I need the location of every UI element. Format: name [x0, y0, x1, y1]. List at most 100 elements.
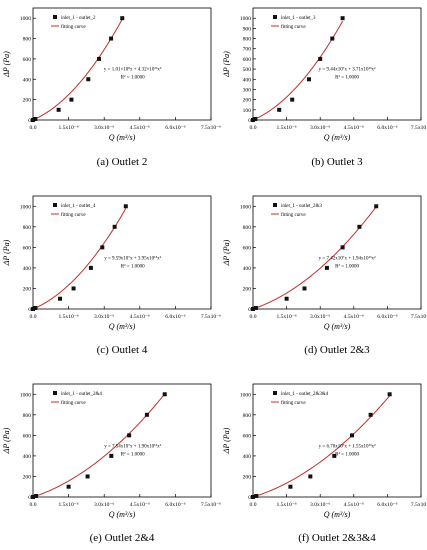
chart-panel-6: 0 200 400 600 800 1000 0.0 1.5x10⁻⁶ 3.0x10⁻⁶ 4.5x… [222, 383, 427, 544]
legend-label-curve: fitting curve [61, 213, 86, 218]
legend-marker [53, 391, 57, 395]
data-point [284, 296, 289, 301]
x-axis-label: Q (m³/s) [324, 322, 351, 331]
y-tick-label: 1000 [20, 392, 31, 398]
fit-r-squared: R² = 1.0000 [121, 451, 145, 457]
data-point [251, 495, 255, 499]
data-point [340, 16, 345, 21]
data-point [109, 453, 114, 458]
chart-panel-2: 0 100 200 300 400 500 600 700 800 900 1000 0.0 1.5x1… [222, 7, 427, 168]
legend-marker [53, 203, 57, 207]
data-point [31, 118, 35, 122]
plot-frame [32, 7, 212, 121]
data-point [308, 474, 313, 479]
x-tick-label: 0.0 [30, 125, 37, 131]
y-tick-label: 100 [243, 108, 252, 114]
fitting-curve-line [32, 393, 166, 498]
y-tick-label: 1000 [240, 392, 251, 398]
data-point [31, 495, 35, 499]
data-point [251, 118, 255, 122]
fit-r-squared: R² = 1.0000 [335, 451, 359, 457]
y-axis-label: ΔP (Pa) [222, 51, 231, 78]
legend-marker [53, 15, 57, 19]
legend-label-curve: fitting curve [281, 25, 306, 30]
x-tick-label: 3.0x10⁻⁶ [94, 314, 114, 320]
data-point [123, 204, 128, 209]
y-tick-label: 0 [248, 118, 251, 124]
x-tick-label: 6.0x10⁻⁶ [165, 502, 185, 508]
plot-frame [252, 7, 422, 121]
panel-caption: (a) Outlet 2 [97, 156, 148, 168]
data-point [86, 77, 91, 82]
x-tick-label: 1.5x10⁻⁶ [276, 502, 296, 508]
y-tick-label: 300 [243, 87, 252, 93]
y-tick-label: 1000 [240, 204, 251, 210]
panel-caption: (c) Outlet 4 [97, 344, 148, 356]
x-tick-label: 0.0 [250, 125, 257, 131]
data-point [120, 16, 125, 21]
y-tick-label: 0 [28, 307, 31, 313]
x-tick-label: 6.0x10⁻⁶ [377, 314, 397, 320]
y-axis-label: ΔP (Pa) [222, 239, 231, 266]
x-tick-label: 4.5x10⁻⁶ [344, 125, 364, 131]
data-point [288, 484, 293, 489]
legend-label-curve: fitting curve [61, 25, 86, 30]
plot-frame [252, 195, 422, 310]
data-point [374, 204, 379, 209]
y-tick-label: 0 [248, 495, 251, 501]
legend-label-curve: fitting curve [61, 401, 86, 406]
x-tick-label: 0.0 [30, 314, 37, 320]
data-point [88, 265, 93, 270]
legend-label-points: inlet_1 - outlet_2&3 [281, 204, 322, 209]
legend-label-points: inlet_1 - outlet_3 [281, 16, 316, 21]
y-tick-label: 1000 [240, 16, 251, 22]
y-tick-label: 400 [243, 266, 252, 272]
y-tick-label: 600 [23, 245, 32, 251]
data-point [109, 36, 114, 41]
x-tick-label: 4.5x10⁻⁶ [130, 502, 150, 508]
chart-panel-4: 0 200 400 600 800 1000 0.0 1.5x10⁻⁶ 3.0x10⁻⁶ 4.5x… [222, 195, 427, 356]
x-tick-label: 0.0 [30, 502, 37, 508]
x-tick-label: 3.0x10⁻⁶ [310, 502, 330, 508]
fitting-curve-line [32, 208, 127, 310]
x-tick-label: 7.5x10⁻⁶ [411, 314, 427, 320]
data-point [85, 474, 90, 479]
y-tick-label: 600 [23, 433, 32, 439]
data-point [127, 433, 132, 438]
y-tick-label: 400 [243, 77, 252, 83]
y-tick-label: 1000 [20, 204, 31, 210]
data-point [332, 453, 337, 458]
data-point [254, 493, 259, 498]
y-axis-label: ΔP (Pa) [2, 239, 11, 266]
y-tick-label: 200 [23, 286, 32, 292]
legend-marker [273, 203, 277, 207]
x-tick-label: 0.0 [250, 314, 257, 320]
y-axis-label: ΔP (Pa) [2, 51, 11, 78]
x-tick-label: 7.5x10⁻⁶ [411, 502, 427, 508]
x-tick-label: 1.5x10⁻⁶ [276, 314, 296, 320]
legend-label-points: inlet_1 - outlet_2&3&4 [281, 392, 329, 397]
y-tick-label: 400 [23, 454, 32, 460]
x-tick-label: 4.5x10⁻⁶ [130, 314, 150, 320]
data-point [100, 245, 105, 250]
x-tick-label: 4.5x10⁻⁶ [130, 125, 150, 131]
y-tick-label: 600 [243, 433, 252, 439]
y-axis-label: ΔP (Pa) [2, 427, 11, 454]
y-tick-label: 400 [23, 266, 32, 272]
x-axis-label: Q (m³/s) [324, 510, 351, 519]
legend-marker [273, 15, 277, 19]
x-tick-label: 6.0x10⁻⁶ [377, 125, 397, 131]
y-tick-label: 800 [23, 413, 32, 419]
x-tick-label: 7.5x10⁻⁶ [201, 314, 221, 320]
data-point [69, 97, 74, 102]
chart-panel-5: 0 200 400 600 800 1000 0.0 1.5x10⁻⁶ 3.0x10⁻⁶ 4.5x… [2, 383, 221, 544]
data-point [56, 107, 61, 112]
x-axis-label: Q (m³/s) [109, 133, 136, 142]
data-point [277, 107, 282, 112]
y-tick-label: 1000 [20, 16, 31, 22]
data-point [33, 305, 38, 310]
y-tick-label: 800 [243, 225, 252, 231]
x-tick-label: 3.0x10⁻⁶ [310, 314, 330, 320]
y-tick-label: 800 [243, 413, 252, 419]
